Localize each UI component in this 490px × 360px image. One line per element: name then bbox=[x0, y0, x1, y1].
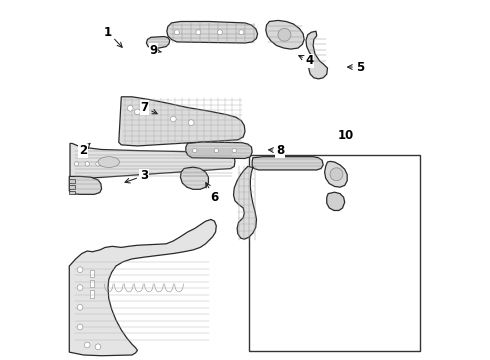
Circle shape bbox=[171, 116, 176, 122]
Circle shape bbox=[278, 28, 291, 41]
Circle shape bbox=[77, 324, 83, 330]
Circle shape bbox=[77, 267, 83, 273]
Polygon shape bbox=[69, 220, 216, 356]
Text: 5: 5 bbox=[347, 60, 364, 73]
Circle shape bbox=[218, 30, 222, 35]
Polygon shape bbox=[324, 161, 347, 187]
Circle shape bbox=[95, 344, 101, 350]
Bar bbox=[69, 191, 74, 194]
Circle shape bbox=[196, 30, 201, 35]
Circle shape bbox=[74, 162, 78, 166]
Polygon shape bbox=[327, 192, 344, 211]
Polygon shape bbox=[167, 22, 258, 43]
Polygon shape bbox=[306, 31, 327, 79]
Bar bbox=[69, 185, 74, 189]
Circle shape bbox=[174, 30, 179, 35]
Polygon shape bbox=[69, 176, 101, 194]
Polygon shape bbox=[180, 167, 208, 189]
Polygon shape bbox=[266, 21, 304, 49]
Polygon shape bbox=[147, 37, 170, 48]
Circle shape bbox=[84, 342, 90, 348]
Text: 10: 10 bbox=[338, 129, 354, 142]
Text: 1: 1 bbox=[104, 26, 122, 47]
Circle shape bbox=[85, 162, 89, 166]
Circle shape bbox=[135, 109, 140, 115]
Text: 4: 4 bbox=[299, 54, 314, 67]
Text: 6: 6 bbox=[206, 183, 219, 204]
Circle shape bbox=[77, 285, 83, 291]
Bar bbox=[90, 270, 95, 277]
Bar bbox=[69, 179, 74, 183]
Text: 9: 9 bbox=[149, 44, 161, 57]
Circle shape bbox=[232, 148, 236, 153]
Text: 7: 7 bbox=[141, 101, 157, 114]
Circle shape bbox=[239, 30, 244, 35]
Text: 3: 3 bbox=[125, 169, 148, 183]
Ellipse shape bbox=[98, 157, 120, 167]
Circle shape bbox=[96, 162, 100, 166]
Circle shape bbox=[127, 105, 133, 111]
Text: 2: 2 bbox=[79, 143, 90, 157]
Circle shape bbox=[330, 168, 343, 181]
Bar bbox=[90, 280, 95, 287]
Polygon shape bbox=[252, 157, 323, 170]
Bar bbox=[248, 155, 420, 351]
Circle shape bbox=[188, 120, 194, 126]
Circle shape bbox=[214, 148, 219, 153]
Polygon shape bbox=[186, 142, 252, 158]
Polygon shape bbox=[70, 143, 235, 178]
Circle shape bbox=[193, 148, 197, 153]
Circle shape bbox=[107, 162, 111, 166]
Bar bbox=[90, 291, 95, 298]
Circle shape bbox=[77, 305, 83, 310]
Text: 8: 8 bbox=[269, 144, 284, 157]
Polygon shape bbox=[119, 97, 245, 146]
Polygon shape bbox=[234, 166, 256, 239]
